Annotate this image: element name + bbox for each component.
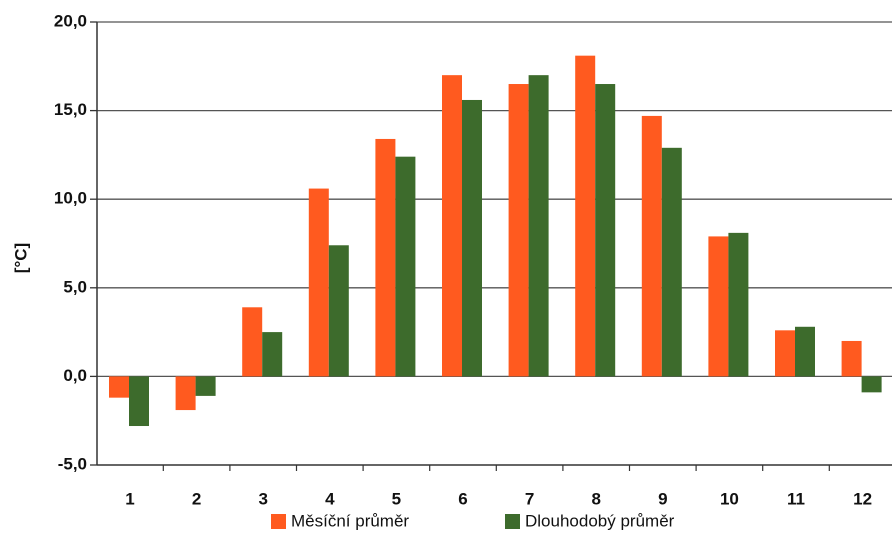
bar-monthly: [242, 307, 263, 377]
bar-longterm: [129, 376, 149, 427]
bar-longterm: [195, 376, 216, 396]
y-tick-label: -5,0: [58, 454, 87, 473]
legend-item: Měsíční průměr: [271, 511, 409, 530]
bar-longterm: [262, 332, 283, 377]
x-tick-label: 10: [720, 489, 739, 508]
legend-label: Dlouhodobý průměr: [525, 511, 675, 530]
bar-monthly: [442, 75, 462, 377]
y-tick-label: 15,0: [54, 100, 87, 119]
bar-monthly: [841, 340, 862, 377]
x-tick-label: 6: [458, 489, 467, 508]
x-tick-label: 11: [787, 489, 805, 508]
x-tick-label: 1: [125, 489, 134, 508]
bar-monthly: [175, 376, 196, 411]
y-tick-label: 10,0: [54, 189, 87, 208]
bar-monthly: [375, 138, 396, 377]
bar-longterm: [462, 99, 482, 377]
bar-longterm: [395, 156, 416, 377]
x-tick-label: 4: [325, 489, 335, 508]
x-tick-label: 5: [392, 489, 401, 508]
x-tick-label: 8: [591, 489, 600, 508]
x-tick-label: 2: [192, 489, 201, 508]
bar-monthly: [575, 55, 596, 377]
y-axis-label: [°C]: [11, 243, 30, 273]
x-tick-label: 3: [258, 489, 267, 508]
bar-longterm: [795, 326, 815, 377]
legend-label: Měsíční průměr: [291, 511, 409, 530]
bar-monthly: [508, 84, 529, 377]
y-tick-label: 0,0: [63, 366, 87, 385]
bar-monthly: [775, 330, 795, 377]
legend-swatch: [271, 514, 286, 529]
bar-monthly: [109, 376, 129, 398]
bar-longterm: [328, 245, 349, 377]
bar-monthly: [708, 236, 729, 377]
legend-item: Dlouhodobý průměr: [505, 511, 675, 530]
bar-longterm: [728, 232, 749, 377]
x-tick-label: 9: [658, 489, 667, 508]
legend-swatch: [505, 514, 520, 529]
x-tick-label: 7: [525, 489, 534, 508]
axes: [90, 21, 892, 471]
bar-longterm: [528, 75, 549, 377]
bar-monthly: [308, 188, 329, 377]
y-tick-label: 5,0: [63, 277, 87, 296]
tick-labels: -5,00,05,010,015,020,01 2 3 4 5 6 7 8 9 10 11 12: [54, 11, 872, 508]
legend: Měsíční průměr Dlouhodobý průměr: [271, 511, 675, 530]
x-tick-label: 12: [853, 489, 872, 508]
bar-longterm: [661, 147, 682, 377]
y-tick-label: 20,0: [54, 11, 87, 30]
bar-longterm: [861, 376, 882, 393]
grid-lines: [97, 21, 892, 378]
bar-monthly: [641, 115, 662, 377]
bar-longterm: [595, 84, 616, 377]
bars: [109, 55, 882, 427]
